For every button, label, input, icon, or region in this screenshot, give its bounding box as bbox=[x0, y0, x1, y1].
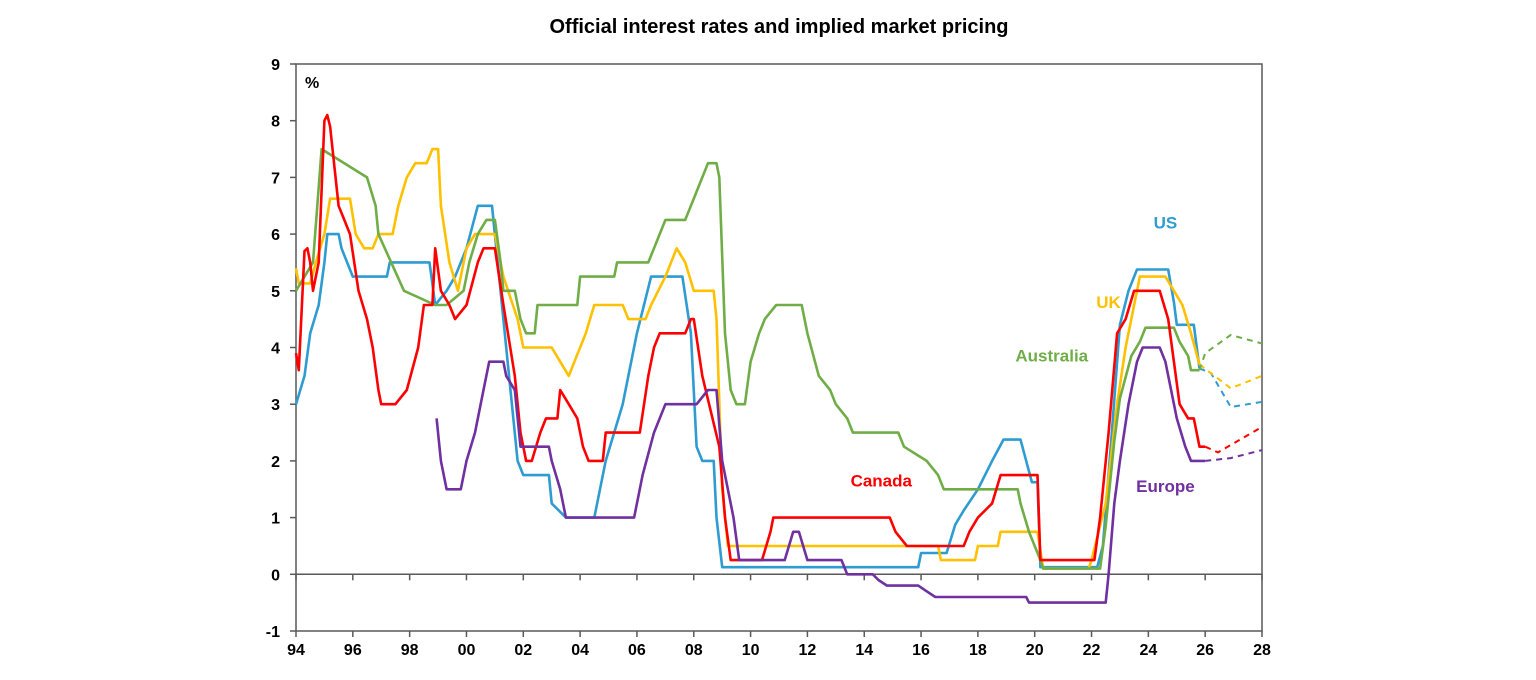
series-line-canada bbox=[294, 113, 1206, 562]
series-line-australia bbox=[294, 147, 1200, 570]
x-tick-label: 16 bbox=[912, 642, 930, 659]
y-tick-label: 8 bbox=[271, 114, 280, 131]
series-label-canada: Canada bbox=[851, 471, 913, 490]
series-line-europe bbox=[435, 346, 1206, 604]
y-axis-unit-label: % bbox=[305, 75, 319, 92]
series-labels: US UK Australia Canada Europe bbox=[851, 213, 1195, 496]
x-tick-label: 96 bbox=[344, 642, 362, 659]
x-tick-label: 26 bbox=[1196, 642, 1214, 659]
series-line-uk bbox=[294, 147, 1201, 570]
series-label-us: US bbox=[1154, 213, 1178, 232]
implied-pricing-line-us bbox=[1199, 367, 1263, 409]
implied-pricing-line-canada bbox=[1204, 426, 1263, 454]
x-tick-label: 00 bbox=[458, 642, 476, 659]
x-tick-label: 12 bbox=[799, 642, 817, 659]
y-tick-label: 7 bbox=[271, 170, 280, 187]
x-tick-label: 24 bbox=[1139, 642, 1157, 659]
x-tick-label: 22 bbox=[1083, 642, 1101, 659]
implied-pricing-line-europe bbox=[1205, 449, 1263, 462]
series-label-uk: UK bbox=[1096, 293, 1121, 312]
x-tick-label: 18 bbox=[969, 642, 987, 659]
y-tick-label: 4 bbox=[271, 341, 280, 358]
x-tick-label: 04 bbox=[571, 642, 589, 659]
y-tick-label: -1 bbox=[266, 624, 280, 641]
y-tick-label: 6 bbox=[271, 227, 280, 244]
y-tick-label: 2 bbox=[271, 454, 280, 471]
x-tick-label: 28 bbox=[1253, 642, 1271, 659]
y-tick-label: 3 bbox=[271, 397, 280, 414]
x-tick-label: 94 bbox=[287, 642, 305, 659]
series-lines bbox=[294, 113, 1263, 604]
y-tick-label: 0 bbox=[271, 567, 280, 584]
implied-pricing-line-australia bbox=[1198, 333, 1263, 371]
y-tick-label: 5 bbox=[271, 284, 280, 301]
x-tick-label: 10 bbox=[742, 642, 760, 659]
x-tick-label: 08 bbox=[685, 642, 703, 659]
implied-pricing-line-uk bbox=[1198, 363, 1263, 390]
x-tick-label: 14 bbox=[855, 642, 873, 659]
y-tick-label: 9 bbox=[271, 57, 280, 74]
x-tick-label: 98 bbox=[401, 642, 419, 659]
x-tick-label: 02 bbox=[514, 642, 532, 659]
x-tick-label: 20 bbox=[1026, 642, 1044, 659]
series-label-europe: Europe bbox=[1136, 477, 1195, 496]
x-tick-label: 06 bbox=[628, 642, 646, 659]
series-label-australia: Australia bbox=[1015, 347, 1088, 366]
y-tick-label: 1 bbox=[271, 511, 280, 528]
chart-title: Official interest rates and implied mark… bbox=[549, 16, 1009, 38]
